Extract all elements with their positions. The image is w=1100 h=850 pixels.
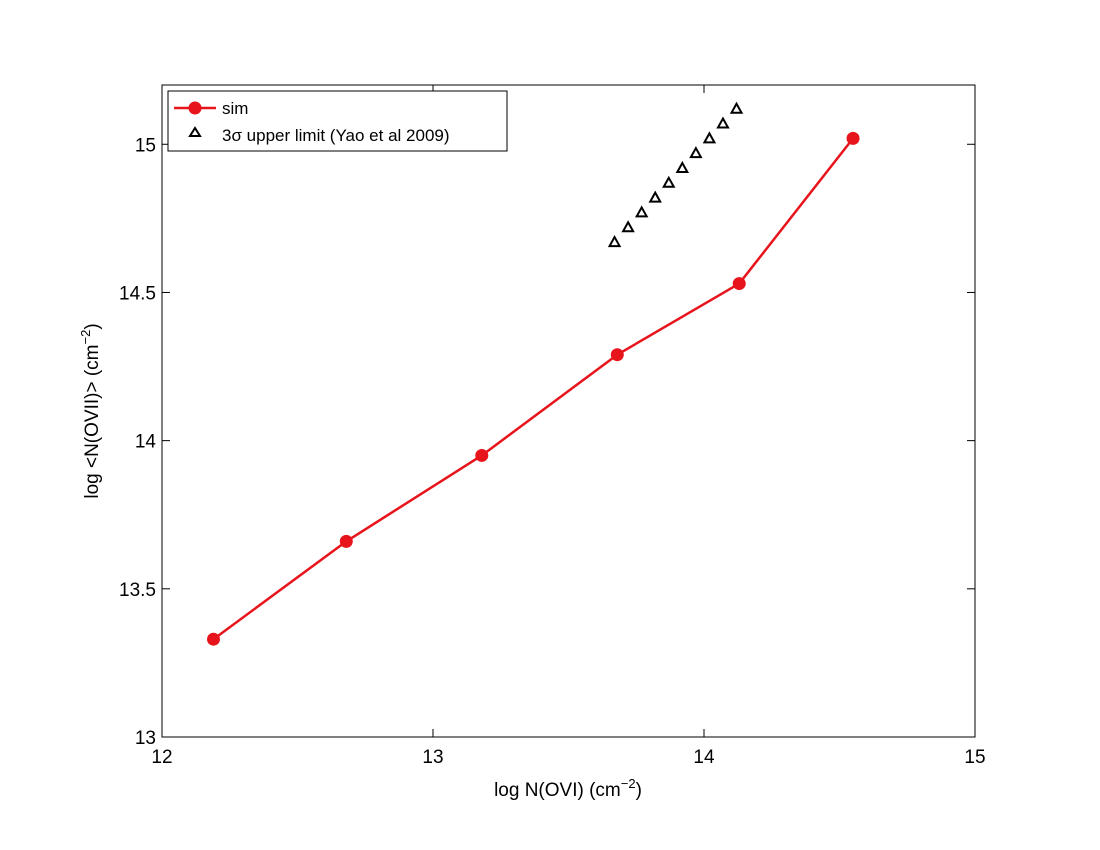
x-axis-label-tail: ) bbox=[636, 780, 642, 801]
x-tick-label: 12 bbox=[151, 747, 172, 768]
plot-frame bbox=[161, 84, 976, 738]
x-tick-label: 13 bbox=[422, 747, 443, 768]
sim-data-point bbox=[846, 131, 860, 145]
y-axis-label: log <N(OVII)> (cm−2) bbox=[78, 323, 103, 498]
sim-series-line bbox=[212, 137, 855, 641]
x-axis-label-main: log N(OVI) (cm bbox=[494, 780, 621, 801]
y-axis-label-sup: −2 bbox=[78, 330, 93, 345]
upper-limit-marker bbox=[634, 205, 649, 218]
upper-limit-marker bbox=[702, 131, 717, 144]
legend-upper-limit-label: 3σ upper limit (Yao et al 2009) bbox=[222, 126, 450, 145]
upper-limit-marker bbox=[621, 220, 635, 233]
y-tick-label: 15 bbox=[135, 135, 156, 156]
upper-limit-marker bbox=[675, 160, 690, 173]
y-tick-label: 14.5 bbox=[119, 283, 156, 304]
x-tick-label: 15 bbox=[964, 747, 985, 768]
sim-data-point bbox=[206, 632, 220, 646]
upper-limit-marker bbox=[662, 175, 676, 188]
sim-data-point bbox=[339, 534, 353, 548]
x-axis-ticks: 12 13 14 15 bbox=[151, 85, 986, 768]
y-tick-label: 14 bbox=[135, 432, 157, 453]
y-tick-label: 13 bbox=[135, 728, 156, 749]
y-tick-label: 13.5 bbox=[119, 580, 156, 601]
y-axis-label-main: log <N(OVII)> (cm bbox=[82, 345, 103, 499]
sim-data-point bbox=[732, 277, 746, 291]
sim-data-point bbox=[475, 448, 489, 462]
x-tick-label: 14 bbox=[693, 747, 715, 768]
legend-box bbox=[167, 90, 508, 152]
x-axis-label-sup: −2 bbox=[621, 776, 636, 791]
upper-limit-marker bbox=[729, 101, 744, 114]
upper-limit-marker bbox=[648, 190, 662, 203]
legend-sim-marker bbox=[188, 101, 202, 115]
legend-upper-limit-marker bbox=[188, 126, 202, 137]
legend: sim 3σ upper limit (Yao et al 2009) bbox=[167, 90, 508, 152]
upper-limit-marker bbox=[607, 235, 622, 248]
upper-limit-marker bbox=[689, 146, 703, 159]
y-axis-ticks: 13 13.5 14 14.5 15 bbox=[119, 135, 975, 749]
x-axis-label: log N(OVI) (cm−2) bbox=[494, 776, 642, 801]
series-layer bbox=[206, 101, 860, 646]
y-axis-label-tail: ) bbox=[82, 323, 103, 329]
upper-limit-marker bbox=[716, 116, 730, 129]
sim-data-point bbox=[610, 348, 624, 362]
legend-sim-label: sim bbox=[222, 99, 248, 118]
